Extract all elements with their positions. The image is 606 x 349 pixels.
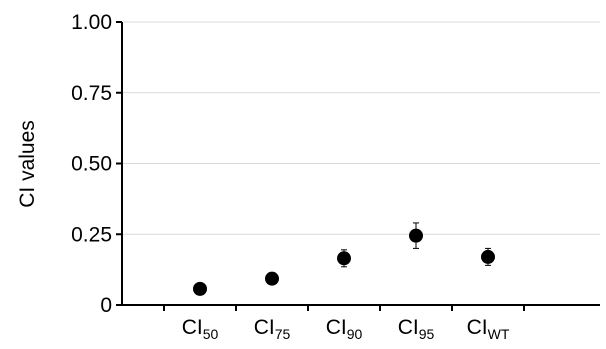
x-tick-label-1: CI75 — [254, 316, 291, 342]
y-tick-label-4: 1.00 — [71, 11, 112, 34]
x-tick-label-0: CI50 — [182, 316, 219, 342]
marker-4 — [481, 249, 495, 264]
marker-2 — [337, 251, 351, 266]
data-point-2 — [337, 249, 351, 268]
y-tick-label-2: 0.50 — [71, 153, 112, 176]
y-axis-ticks: 0 0.25 0.50 0.75 1.00 — [71, 11, 122, 317]
x-axis-ticks: CI50 CI75 CI90 CI95 CIWT — [163, 305, 525, 342]
x-tick-label-4: CIWT — [467, 316, 510, 342]
data-point-0 — [193, 281, 207, 296]
y-tick-label-0: 0 — [100, 294, 112, 317]
data-points — [193, 222, 495, 296]
x-tick-label-3: CI95 — [398, 316, 435, 342]
y-tick-label-1: 0.25 — [71, 223, 112, 246]
data-point-4 — [481, 247, 495, 266]
marker-3 — [409, 228, 423, 243]
data-point-3 — [409, 222, 423, 249]
gridlines — [122, 21, 600, 235]
y-axis-title: CI values — [16, 120, 39, 208]
data-point-1 — [265, 271, 279, 286]
y-tick-label-3: 0.75 — [71, 82, 112, 105]
marker-0 — [193, 281, 207, 296]
x-tick-label-2: CI90 — [326, 316, 363, 342]
marker-1 — [265, 271, 279, 286]
